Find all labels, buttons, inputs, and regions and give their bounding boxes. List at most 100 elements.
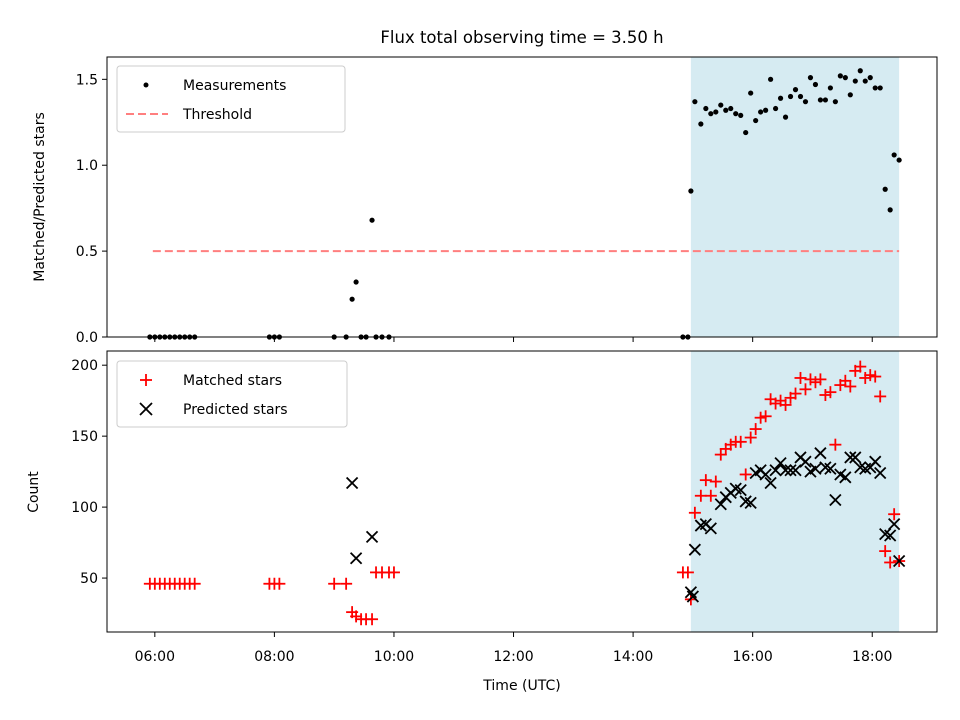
measurement-point [777, 95, 784, 101]
x-tick-label: 06:00 [135, 649, 175, 665]
predicted-point [774, 456, 787, 470]
measurement-point [827, 85, 833, 91]
y-tick-label: 150 [71, 429, 98, 445]
matched-point [869, 370, 882, 383]
measurement-point [723, 107, 729, 113]
measurements-panel: 0.0 0.5 1.0 1.5 Matched/Predicted stars Mea… [32, 56, 938, 346]
measurement-point [896, 157, 902, 163]
matched-point [819, 388, 832, 401]
matched-point [714, 448, 727, 461]
measurement-point [369, 217, 375, 223]
predicted-point [824, 462, 837, 475]
measurement-point [812, 81, 819, 88]
measurement-point [349, 296, 355, 302]
matched-point [188, 577, 201, 590]
matched-point [759, 410, 772, 423]
predicted-point [849, 451, 862, 464]
measurement-point [753, 117, 759, 124]
measurement-point [698, 121, 704, 127]
measurement-point [733, 111, 739, 117]
legend-measurements-marker [143, 82, 149, 88]
top-legend: Measurements Threshold [116, 65, 346, 133]
measurement-point [891, 152, 897, 158]
y-tick-label: 1.0 [76, 158, 98, 174]
x-tick-label: 08:00 [254, 649, 294, 665]
measurement-point [787, 93, 794, 100]
x-tick-label: 14:00 [613, 649, 653, 665]
measurement-point [862, 78, 868, 84]
predicted-point [784, 464, 797, 477]
matched-point [874, 390, 887, 403]
measurement-point [882, 186, 888, 192]
matched-point [709, 475, 722, 488]
predicted-point [686, 590, 700, 603]
predicted-point [734, 483, 747, 497]
measurement-point [822, 97, 829, 103]
bottom-y-ticks: 50 100 150 200 [71, 358, 107, 587]
matched-point [794, 371, 807, 384]
matched-point [724, 438, 737, 451]
measurement-point [728, 105, 734, 112]
matched-point [704, 489, 717, 502]
measurement-point [872, 85, 878, 91]
measurement-point [857, 68, 863, 74]
matched-point [799, 383, 812, 396]
measurement-point [703, 105, 709, 112]
measurement-point [832, 99, 838, 105]
y-tick-label: 0.5 [76, 244, 98, 260]
x-tick-label: 12:00 [493, 649, 533, 665]
measurement-point [837, 73, 843, 79]
measurement-point [802, 99, 809, 105]
measurement-point [748, 90, 754, 96]
top-x-ticks [154, 337, 873, 342]
predicted-point [349, 552, 363, 565]
measurement-point [797, 93, 804, 100]
matched-point [884, 556, 897, 569]
predicted-point [688, 543, 702, 556]
matched-point [340, 577, 353, 590]
matched-point [350, 610, 363, 623]
measurement-point [792, 87, 799, 93]
measurement-point [718, 102, 724, 108]
predicted-point [704, 522, 717, 535]
bottom-x-ticks: 06:00 08:00 10:00 12:00 14:00 16:00 18:00 [135, 632, 892, 665]
matched-point [859, 371, 872, 384]
legend-matched-label: Matched stars [183, 373, 282, 389]
predicted-point [893, 554, 906, 568]
matched-point [844, 380, 857, 393]
matched-point [754, 411, 767, 424]
legend-matched-marker [140, 374, 152, 386]
predicted-point [779, 464, 792, 477]
matched-point [789, 387, 802, 400]
predicted-point [744, 496, 757, 509]
predicted-point [874, 466, 887, 480]
measurement-point [763, 107, 769, 113]
measurement-point [807, 75, 814, 81]
predicted-point [769, 464, 782, 477]
y-tick-label: 0.0 [76, 330, 98, 346]
measurement-point [708, 111, 714, 117]
measurement-point [877, 85, 883, 91]
predicted-point [764, 476, 777, 490]
measurement-point [782, 114, 789, 120]
matched-point [681, 566, 694, 579]
matched-point [814, 373, 827, 386]
predicted-point [799, 455, 812, 468]
top-y-axis-label: Matched/Predicted stars [32, 112, 48, 282]
matched-point [273, 577, 286, 590]
matched-point [879, 545, 892, 558]
matched-point [328, 577, 341, 590]
predicted-point [814, 447, 827, 460]
matched-point [864, 369, 877, 382]
top-y-ticks: 0.0 0.5 1.0 1.5 [76, 72, 107, 346]
measurement-point [852, 78, 858, 84]
legend-predicted-label: Predicted stars [183, 402, 288, 418]
matched-point [744, 431, 757, 444]
chart-title: Flux total observing time = 3.50 h [380, 28, 663, 47]
predicted-point [809, 462, 822, 475]
matched-point [854, 360, 867, 373]
measurement-point [758, 109, 764, 115]
predicted-point [869, 455, 882, 468]
y-tick-label: 50 [80, 571, 98, 587]
